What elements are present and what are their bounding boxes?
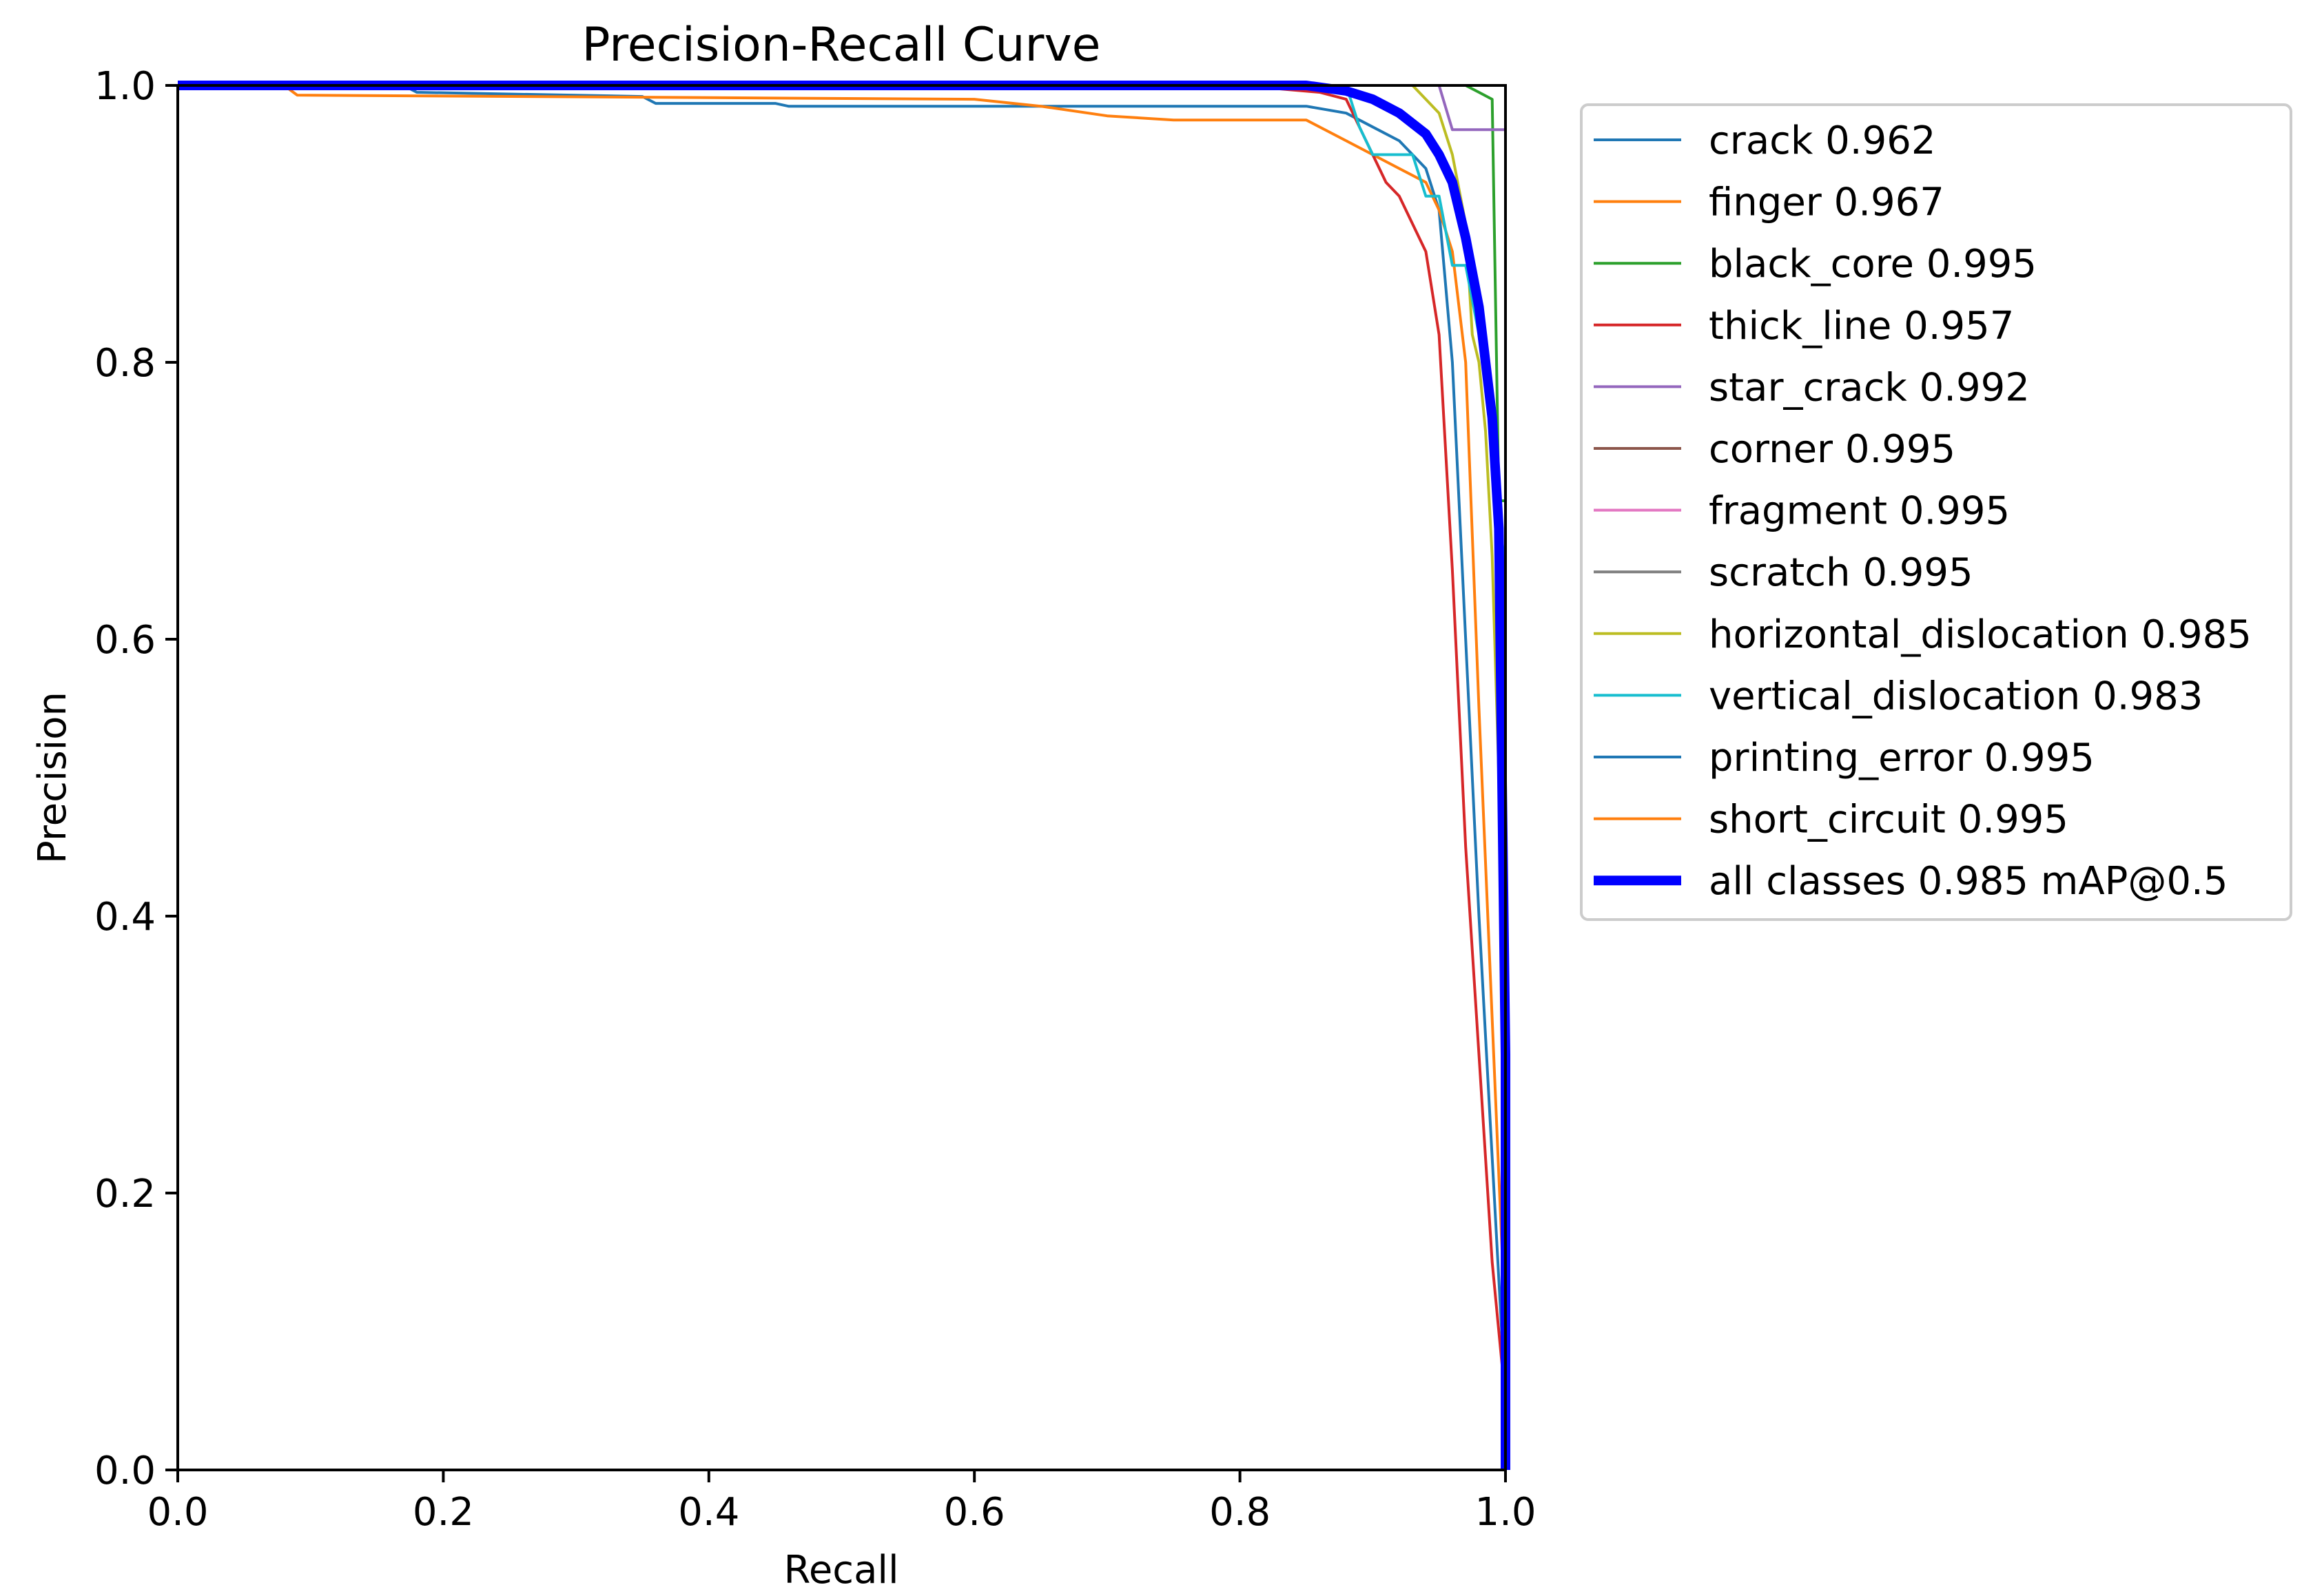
legend-label-finger-0-967: finger 0.967 bbox=[1709, 180, 1944, 225]
legend-label-fragment-0-995: fragment 0.995 bbox=[1709, 489, 2010, 534]
y-tick-label: 0.0 bbox=[94, 1449, 156, 1493]
x-tick-label: 1.0 bbox=[1474, 1490, 1536, 1535]
legend-items: crack 0.962 finger 0.967 black_core 0.995 t… bbox=[1594, 118, 2252, 904]
legend-box bbox=[1580, 103, 2292, 921]
y-tick-label: 0.4 bbox=[94, 895, 156, 940]
y-tick-label: 1.0 bbox=[94, 64, 156, 109]
x-tick-label: 0.8 bbox=[1209, 1490, 1271, 1535]
y-axis-ticks: 0.0 0.2 0.4 0.6 0.8 1.0 bbox=[94, 64, 178, 1493]
legend-label-thick-line-0-957: thick_line 0.957 bbox=[1709, 304, 2014, 349]
chart-title: Precision-Recall Curve bbox=[582, 18, 1100, 72]
y-tick-label: 0.6 bbox=[94, 618, 156, 663]
y-tick-label: 0.2 bbox=[94, 1172, 156, 1216]
x-tick-label: 0.4 bbox=[678, 1490, 739, 1535]
legend-label-black-core-0-995: black_core 0.995 bbox=[1709, 242, 2037, 287]
curve-thick-line-0-957 bbox=[178, 84, 1507, 1470]
x-axis-ticks: 0.0 0.2 0.4 0.6 0.8 1.0 bbox=[147, 1470, 1536, 1535]
plot-frame bbox=[176, 84, 1507, 1471]
legend-label-all-classes-0-985-map-0-5: all classes 0.985 mAP@0.5 bbox=[1709, 859, 2228, 904]
legend: crack 0.962 finger 0.967 black_core 0.995 t… bbox=[1580, 103, 2292, 921]
curve-finger-0-967 bbox=[178, 84, 1507, 1470]
y-tick-label: 0.8 bbox=[94, 341, 156, 386]
legend-label-star-crack-0-992: star_crack 0.992 bbox=[1709, 365, 2030, 410]
legend-label-short-circuit-0-995: short_circuit 0.995 bbox=[1709, 798, 2068, 842]
legend-label-horizontal-dislocation-0-985: horizontal_dislocation 0.985 bbox=[1709, 612, 2252, 657]
legend-label-corner-0-995: corner 0.995 bbox=[1709, 427, 1955, 472]
legend-label-printing-error-0-995: printing_error 0.995 bbox=[1709, 736, 2095, 780]
legend-label-vertical-dislocation-0-983: vertical_dislocation 0.983 bbox=[1709, 674, 2203, 718]
x-tick-label: 0.2 bbox=[413, 1490, 474, 1535]
y-axis-label: Precision bbox=[30, 692, 75, 864]
legend-label-crack-0-962: crack 0.962 bbox=[1709, 118, 1935, 163]
legend-label-scratch-0-995: scratch 0.995 bbox=[1709, 550, 1973, 595]
curve-all-classes-0-985-map-0-5 bbox=[178, 81, 1510, 1470]
x-axis-label: Recall bbox=[783, 1548, 898, 1593]
x-tick-label: 0.6 bbox=[944, 1490, 1005, 1535]
x-tick-label: 0.0 bbox=[147, 1490, 208, 1535]
